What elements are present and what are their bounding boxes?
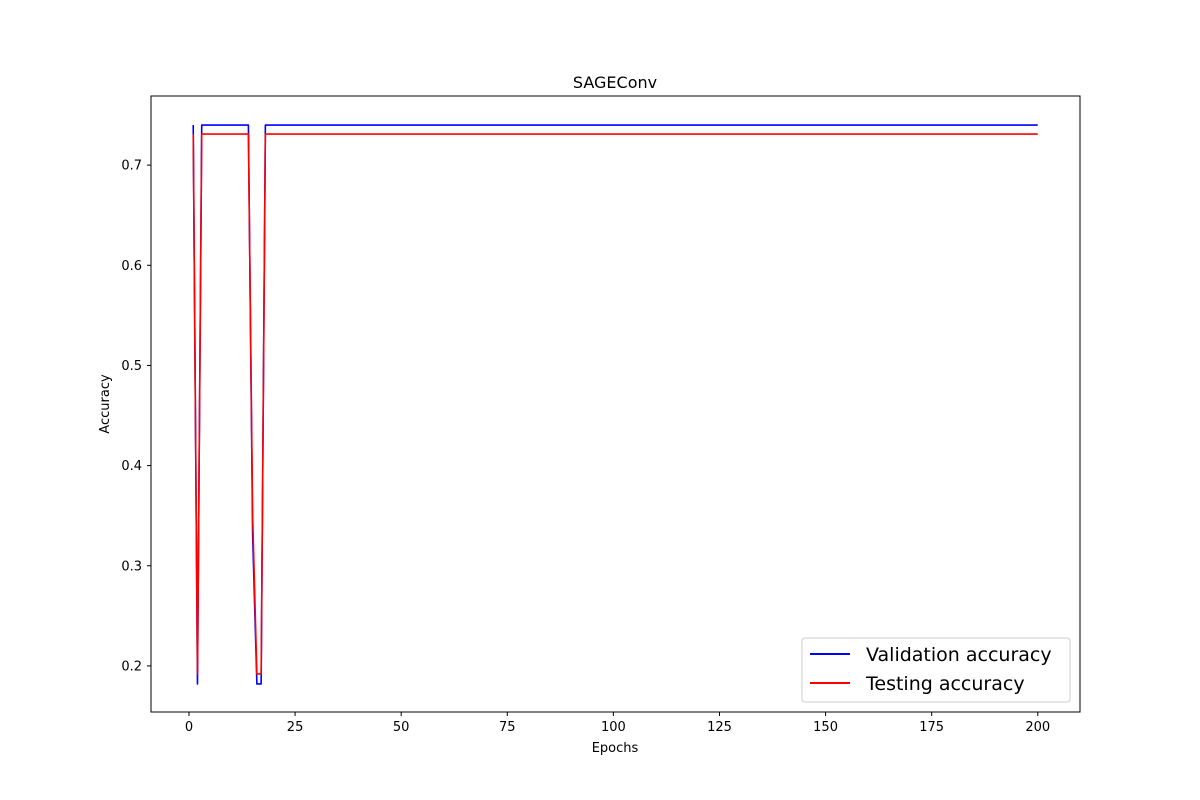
y-tick-label: 0.6 bbox=[121, 259, 142, 274]
y-tick-label: 0.4 bbox=[121, 459, 142, 474]
x-tick-label: 0 bbox=[185, 720, 193, 735]
y-tick-label: 0.3 bbox=[121, 559, 142, 574]
chart-title: SAGEConv bbox=[573, 73, 657, 92]
x-tick-label: 25 bbox=[287, 720, 304, 735]
legend: Validation accuracy Testing accuracy bbox=[801, 637, 1071, 703]
x-tick-label: 100 bbox=[601, 720, 626, 735]
legend-box bbox=[801, 637, 1071, 703]
y-tick-label: 0.7 bbox=[121, 159, 142, 174]
y-axis-label: Accuracy bbox=[98, 374, 113, 434]
x-tick-label: 75 bbox=[499, 720, 516, 735]
y-tick-label: 0.2 bbox=[121, 659, 142, 674]
x-axis: 0 25 50 75 100 125 150 175 200 bbox=[185, 712, 1050, 735]
plot-frame bbox=[150, 95, 1081, 713]
legend-label-testing: Testing accuracy bbox=[865, 673, 1025, 695]
series-line-validation bbox=[192, 124, 1038, 685]
x-axis-label: Epochs bbox=[592, 741, 639, 756]
y-tick-label: 0.5 bbox=[121, 359, 142, 374]
y-axis: 0.2 0.3 0.4 0.5 0.6 0.7 bbox=[121, 159, 151, 674]
x-tick-label: 175 bbox=[919, 720, 944, 735]
series-layer bbox=[192, 124, 1038, 685]
x-tick-label: 50 bbox=[393, 720, 410, 735]
x-tick-label: 150 bbox=[813, 720, 838, 735]
legend-label-validation: Validation accuracy bbox=[866, 644, 1052, 666]
plot-area bbox=[192, 124, 1038, 685]
series-line-testing bbox=[192, 133, 1038, 675]
x-tick-label: 125 bbox=[707, 720, 732, 735]
x-tick-label: 200 bbox=[1025, 720, 1050, 735]
